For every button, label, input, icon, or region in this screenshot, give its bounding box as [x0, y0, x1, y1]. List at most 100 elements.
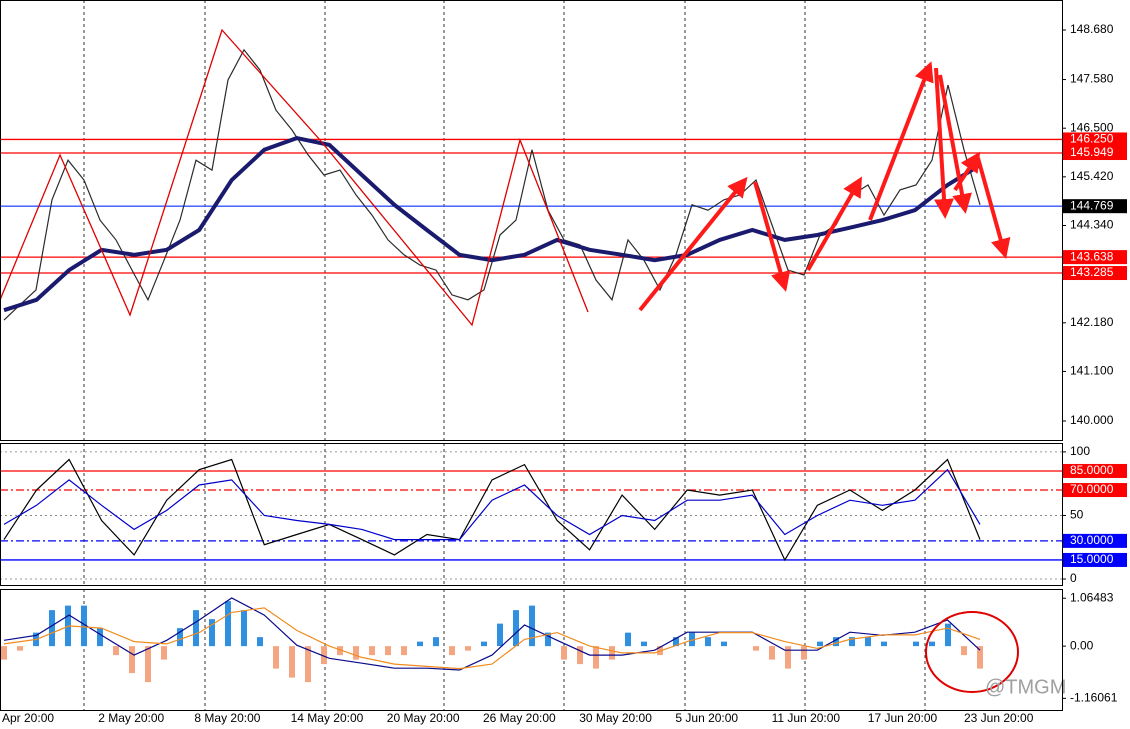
- histogram-bar: [225, 601, 231, 647]
- histogram-bar: [753, 646, 759, 651]
- series-line: [3, 607, 981, 670]
- arrow: [806, 176, 863, 272]
- time-label: 26 May 20:00: [483, 711, 556, 725]
- time-label: 17 Jun 20:00: [868, 711, 938, 725]
- level-label: 70.0000: [1070, 482, 1114, 496]
- time-label: 8 May 20:00: [194, 711, 260, 725]
- y-tick-label: 147.580: [1070, 72, 1114, 86]
- histogram-bar: [465, 646, 471, 651]
- histogram-bar: [49, 610, 55, 647]
- histogram-bar: [801, 646, 807, 660]
- level-label: 146.250: [1070, 132, 1114, 146]
- level-label-bg: [1063, 463, 1127, 478]
- series-line: [3, 597, 981, 671]
- arrow: [753, 181, 791, 292]
- price-frame: [0, 0, 1063, 441]
- histogram-bar: [161, 646, 167, 660]
- frame: [0, 0, 1063, 711]
- histogram-bar: [97, 628, 103, 647]
- level-label-bg: [1063, 132, 1127, 147]
- histogram-bar: [385, 646, 391, 656]
- histogram-bar: [881, 641, 887, 647]
- level-label-bg: [1063, 552, 1127, 567]
- trend-lines: [0, 28, 589, 327]
- histogram-bar: [961, 646, 967, 656]
- macd-frame: [0, 589, 1063, 711]
- histogram-bar: [337, 646, 343, 656]
- arrow: [868, 61, 934, 221]
- histogram-bar: [449, 646, 455, 656]
- y-tick-label: 141.100: [1070, 364, 1114, 378]
- series-line: [3, 136, 982, 313]
- histogram-bar: [417, 641, 423, 647]
- highlight-circle: [925, 611, 1019, 693]
- y-tick-label: 140.000: [1070, 413, 1114, 427]
- arrow: [934, 67, 955, 219]
- histogram-bar: [865, 637, 871, 647]
- level-label-bg: [1063, 146, 1127, 161]
- histogram-bar: [369, 646, 375, 656]
- histogram-bar: [545, 632, 551, 647]
- histogram-bar: [353, 646, 359, 660]
- y-tick-label: 50: [1070, 508, 1084, 522]
- histogram-bar: [481, 641, 487, 647]
- level-label: 85.0000: [1070, 463, 1114, 477]
- histogram-bar: [769, 646, 775, 660]
- histogram-bar: [401, 646, 407, 656]
- level-label: 143.285: [1070, 265, 1114, 279]
- histogram-bar: [689, 632, 695, 647]
- arrow: [976, 157, 1011, 259]
- series-line: [3, 48, 981, 321]
- y-tick-label: 1.06483: [1070, 590, 1114, 604]
- level-label-bg: [1063, 483, 1127, 498]
- histogram-bar: [433, 637, 439, 647]
- histogram-bar: [193, 610, 199, 647]
- level-label: 144.769: [1070, 198, 1114, 212]
- histogram-bar: [817, 641, 823, 647]
- time-label: 14 May 20:00: [291, 711, 364, 725]
- time-label: 5 Jun 20:00: [675, 711, 738, 725]
- series-line: [3, 468, 981, 541]
- histogram-bar: [273, 646, 279, 669]
- level-label: 145.949: [1070, 145, 1114, 159]
- histogram-bar: [561, 646, 567, 660]
- histogram-bar: [113, 646, 119, 656]
- histogram-bar: [129, 646, 135, 674]
- arrow: [938, 74, 972, 214]
- histogram-bar: [513, 610, 519, 647]
- histogram-bar: [721, 641, 727, 647]
- level-label-bg: [1063, 533, 1127, 548]
- histogram-bar: [849, 637, 855, 647]
- histogram-bar: [705, 637, 711, 647]
- level-label: 143.638: [1070, 249, 1114, 263]
- histogram-bar: [673, 637, 679, 647]
- level-label-bg: [1063, 250, 1127, 265]
- level-label: 30.0000: [1070, 533, 1114, 547]
- time-label: 11 Jun 20:00: [772, 711, 841, 725]
- histogram-bar: [497, 623, 503, 647]
- y-tick-label: 100: [1070, 444, 1090, 458]
- histogram-bar: [1, 646, 7, 660]
- histogram-bar: [609, 646, 615, 660]
- y-tick-label: 144.340: [1070, 218, 1114, 232]
- time-label: 23 Jun 20:00: [964, 711, 1034, 725]
- time-grid: [83, 0, 926, 710]
- y-tick-label: 145.420: [1070, 169, 1114, 183]
- plot-layers: Apr 20:00 2 May 20:00 8 May 20:00 14 May 20…: [0, 22, 1127, 725]
- histogram-bar: [577, 646, 583, 665]
- histogram-bar: [913, 641, 919, 647]
- y-tick-label: 0: [1070, 571, 1077, 585]
- histogram-bar: [593, 646, 599, 669]
- y-tick-label: 148.680: [1070, 22, 1114, 36]
- histogram-bar: [529, 605, 535, 647]
- histogram-bar: [289, 646, 295, 678]
- stoch-frame: [0, 443, 1063, 586]
- histogram-bar: [257, 637, 263, 647]
- histogram-bar: [641, 641, 647, 647]
- histogram-bar: [177, 628, 183, 647]
- level-label: 15.0000: [1070, 552, 1114, 566]
- time-label: 30 May 20:00: [579, 711, 652, 725]
- level-label-bg: [1063, 199, 1127, 214]
